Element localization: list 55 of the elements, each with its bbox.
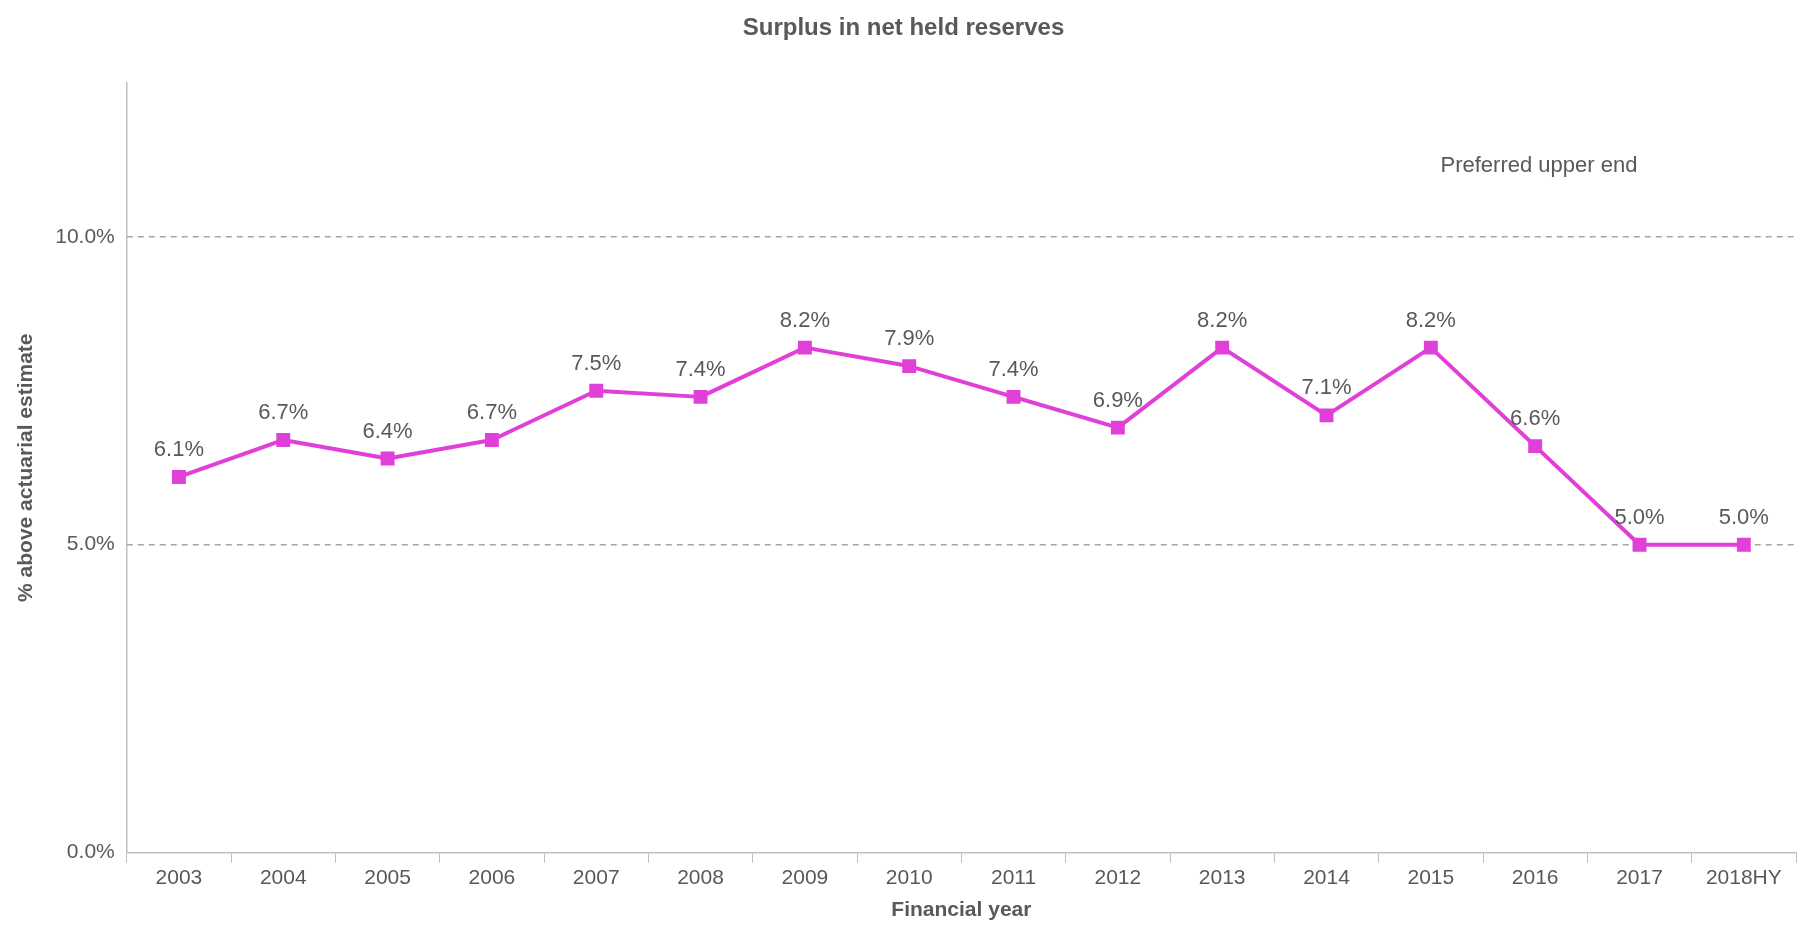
point [797,340,812,355]
point [693,389,708,404]
y-tick-label: 10.0% [55,223,115,247]
data-label: 7.5% [571,349,622,375]
x-tick-label: 2016 [1511,865,1559,888]
data-label: 6.9% [1092,386,1143,412]
point [171,469,186,484]
point [1006,389,1021,404]
x-tick-label: 2007 [572,865,620,888]
data-label: 6.7% [258,399,309,425]
x-tick-label: 2012 [1094,865,1142,888]
data-label: 8.2% [1405,306,1456,332]
point [1215,340,1230,355]
ref-line-label: Preferred upper end [1440,151,1638,177]
x-axis-title: Financial year [891,897,1032,921]
point [380,451,395,466]
data-label: 7.1% [1301,374,1352,400]
data-label: 6.1% [153,436,204,461]
point [484,433,499,447]
x-tick-label: 2003 [155,865,203,888]
y-axis-title: % above actuarial estimate [13,333,37,602]
point [276,433,291,447]
data-label: 7.4% [988,355,1039,381]
x-tick-label: 2014 [1303,865,1351,888]
point [1423,340,1438,355]
point [1736,537,1751,552]
data-label: 7.4% [675,355,726,381]
point [1319,408,1334,423]
data-label: 5.0% [1718,503,1769,529]
x-tick-label: 2010 [885,865,933,888]
x-tick-label: 2006 [468,865,516,888]
data-label: 6.7% [466,399,517,425]
x-tick-label: 2013 [1198,865,1246,888]
x-tick-label: 2015 [1407,865,1455,888]
x-tick-label: 2011 [990,865,1037,888]
y-tick-label: 5.0% [66,531,115,555]
point [1632,537,1647,552]
x-tick-label: 2008 [677,865,724,888]
x-tick-label: 2018HY [1705,865,1782,888]
point [589,383,604,398]
data-label: 7.9% [884,325,935,351]
x-tick-label: 2005 [364,865,411,888]
point [1528,439,1543,454]
data-label: 8.2% [779,306,830,332]
data-label: 6.4% [362,417,413,443]
y-tick-label: 0.0% [66,839,115,863]
x-tick-label: 2009 [781,865,829,888]
data-label: 5.0% [1614,503,1665,529]
x-tick-label: 2004 [259,865,307,888]
point [1110,420,1125,435]
point [902,359,917,374]
data-label: 8.2% [1197,306,1248,332]
chart-title: Surplus in net held reserves [742,13,1065,41]
data-label: 6.6% [1510,405,1561,431]
x-tick-label: 2017 [1616,865,1663,888]
